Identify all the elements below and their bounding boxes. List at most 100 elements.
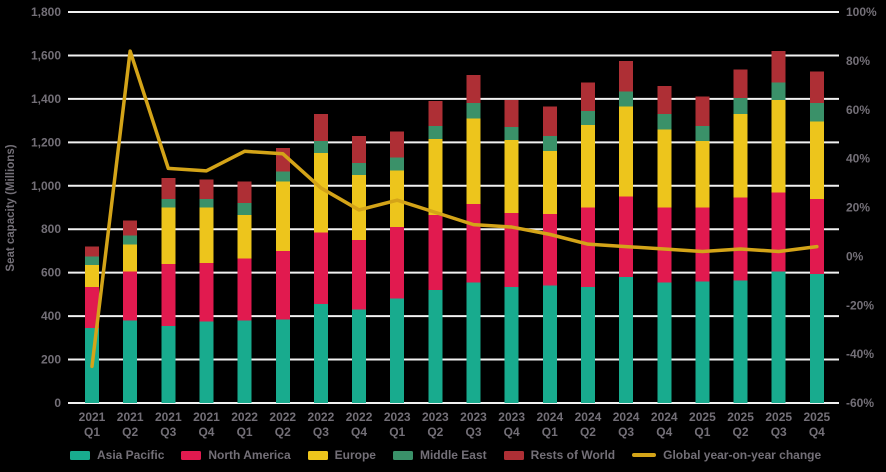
y-left-tick: 200 bbox=[41, 353, 61, 367]
bar-segment-north-america bbox=[580, 207, 595, 287]
bar-2023-q1 bbox=[390, 131, 405, 403]
y-axis-title: Seat capacity (Millions) bbox=[5, 144, 17, 271]
north-america-swatch-icon bbox=[181, 450, 202, 460]
bar-segment-asia-pacific bbox=[695, 281, 710, 403]
y-left-tick: 800 bbox=[41, 222, 61, 236]
y-right-tick: 20% bbox=[846, 201, 870, 215]
europe-swatch-icon bbox=[307, 450, 328, 460]
bar-segment-europe bbox=[695, 141, 710, 208]
legend-item-middle-east: Middle East bbox=[392, 448, 487, 462]
x-tick: 2024 Q1 bbox=[536, 410, 563, 439]
bar-2023-q2 bbox=[428, 101, 443, 403]
x-tick: 2024 Q3 bbox=[613, 410, 640, 439]
x-tick: 2023 Q4 bbox=[498, 410, 525, 439]
y-left-tick: 600 bbox=[41, 266, 61, 280]
bar-2022-q2 bbox=[275, 147, 290, 403]
bar-segment-asia-pacific bbox=[123, 320, 138, 403]
seat-capacity-chart: 0 200 400 600 800 1,000 1,200 1,400 1,600 1,800 -… bbox=[5, 5, 877, 439]
bar-2025-q1 bbox=[695, 96, 710, 403]
bar-segment-north-america bbox=[313, 232, 328, 305]
bar-segment-asia-pacific bbox=[428, 290, 443, 403]
bar-segment-north-america bbox=[771, 192, 786, 272]
y-left-tick: 400 bbox=[41, 309, 61, 323]
x-tick: 2021 Q1 bbox=[79, 410, 106, 439]
bar-segment-rests-of-world bbox=[237, 181, 252, 204]
legend-item-north-america: North America bbox=[181, 448, 291, 462]
stacked-bars bbox=[85, 51, 824, 403]
bar-segment-middle-east bbox=[428, 126, 443, 140]
bar-segment-north-america bbox=[199, 262, 214, 322]
bar-segment-rests-of-world bbox=[352, 135, 367, 163]
bar-segment-europe bbox=[123, 244, 138, 272]
x-tick: 2025 Q3 bbox=[765, 410, 792, 439]
x-tick: 2022 Q1 bbox=[231, 410, 258, 439]
legend-label: Rests of World bbox=[530, 448, 616, 462]
bar-segment-middle-east bbox=[771, 82, 786, 100]
bar-segment-asia-pacific bbox=[771, 271, 786, 403]
bar-segment-middle-east bbox=[123, 235, 138, 245]
chart-legend: Asia Pacific North America Europe Middle Ea… bbox=[70, 445, 821, 465]
bar-segment-north-america bbox=[542, 214, 557, 286]
bar-segment-north-america bbox=[352, 240, 367, 310]
bar-segment-middle-east bbox=[352, 162, 367, 175]
x-tick: 2023 Q1 bbox=[384, 410, 411, 439]
bar-segment-rests-of-world bbox=[85, 246, 99, 257]
y-axis-right-labels: -60% -40% -20% 0% 20% 40% 60% 80% 100% bbox=[846, 5, 877, 410]
legend-label: Middle East bbox=[419, 448, 487, 462]
bar-segment-north-america bbox=[390, 227, 405, 299]
bar-segment-asia-pacific bbox=[161, 325, 176, 403]
bar-segment-north-america bbox=[123, 271, 138, 321]
bar-segment-asia-pacific bbox=[275, 319, 290, 403]
bar-segment-middle-east bbox=[542, 135, 557, 152]
bar-segment-rests-of-world bbox=[580, 82, 595, 111]
x-tick: 2024 Q2 bbox=[575, 410, 602, 439]
bar-segment-asia-pacific bbox=[199, 321, 214, 403]
bar-segment-europe bbox=[619, 106, 634, 197]
bar-2022-q1 bbox=[237, 181, 252, 403]
x-tick: 2023 Q3 bbox=[460, 410, 487, 439]
bar-segment-europe bbox=[809, 121, 824, 199]
bar-segment-middle-east bbox=[695, 126, 710, 142]
bar-segment-middle-east bbox=[657, 114, 672, 130]
y-left-tick: 0 bbox=[54, 396, 61, 410]
y-right-tick: 60% bbox=[846, 103, 870, 117]
bar-segment-middle-east bbox=[85, 256, 99, 266]
bar-segment-rests-of-world bbox=[619, 60, 634, 92]
bar-segment-asia-pacific bbox=[352, 309, 367, 403]
bar-segment-north-america bbox=[657, 207, 672, 283]
bar-segment-north-america bbox=[85, 286, 99, 329]
x-axis-labels: 2021 Q1 2021 Q2 2021 Q3 2021 Q4 2022 Q1 2022 Q2 2022… bbox=[79, 410, 831, 439]
legend-label: Europe bbox=[334, 448, 376, 462]
bar-segment-middle-east bbox=[313, 141, 328, 154]
x-tick: 2021 Q4 bbox=[193, 410, 220, 439]
y-right-tick: 100% bbox=[846, 5, 877, 19]
bar-segment-north-america bbox=[466, 204, 481, 283]
bar-segment-north-america bbox=[275, 250, 290, 320]
x-tick: 2021 Q2 bbox=[117, 410, 144, 439]
bar-segment-rests-of-world bbox=[199, 179, 214, 199]
bar-2023-q3 bbox=[466, 74, 481, 403]
bar-segment-north-america bbox=[733, 197, 748, 281]
bar-segment-rests-of-world bbox=[695, 96, 710, 127]
bar-segment-middle-east bbox=[161, 198, 176, 208]
bar-segment-rests-of-world bbox=[390, 131, 405, 158]
bar-2021-q4 bbox=[199, 179, 214, 403]
bar-segment-north-america bbox=[695, 207, 710, 282]
y-right-tick: 80% bbox=[846, 54, 870, 68]
bar-2024-q2 bbox=[580, 82, 595, 403]
y-right-tick: -40% bbox=[846, 347, 874, 361]
bar-segment-middle-east bbox=[466, 103, 481, 119]
y-left-tick: 1,200 bbox=[31, 135, 61, 149]
x-tick: 2025 Q4 bbox=[803, 410, 830, 439]
global-yoy-line bbox=[90, 49, 819, 369]
y-right-tick: -60% bbox=[846, 396, 874, 410]
bar-segment-rests-of-world bbox=[161, 178, 176, 199]
bar-segment-asia-pacific bbox=[733, 280, 748, 403]
bar-segment-rests-of-world bbox=[466, 74, 481, 104]
y-axis-left-labels: 0 200 400 600 800 1,000 1,200 1,400 1,600 1,800 bbox=[31, 5, 61, 410]
rests-of-world-swatch-icon bbox=[503, 450, 524, 460]
bar-2025-q4 bbox=[809, 71, 824, 403]
x-tick: 2025 Q2 bbox=[727, 410, 754, 439]
bar-segment-rests-of-world bbox=[504, 99, 519, 128]
